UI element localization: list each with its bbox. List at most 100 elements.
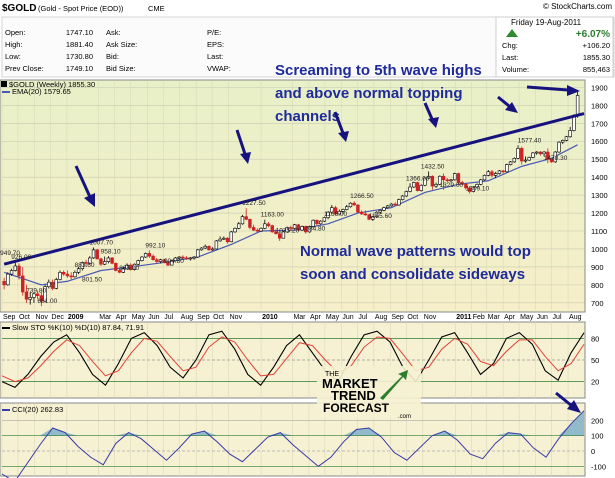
ema-legend: EMA(20) 1579.65 — [12, 87, 71, 96]
candle — [441, 173, 446, 190]
candle-body — [449, 179, 453, 182]
ratio-label: VWAP: — [207, 64, 231, 73]
candle — [497, 169, 502, 175]
candle — [426, 171, 431, 179]
note-line-2: soon and consolidate sideways — [300, 266, 525, 283]
candle — [65, 270, 70, 278]
candle — [17, 263, 21, 280]
header: $GOLD (Gold - Spot Price (EOD)) CME © St… — [0, 0, 615, 79]
candle-body — [356, 204, 360, 213]
candle — [2, 277, 6, 290]
logo-market: MARKET — [322, 376, 378, 391]
candle-body — [311, 219, 315, 227]
x-tick-label: Feb — [473, 314, 485, 321]
cci-tick-label: -100 — [591, 462, 606, 471]
candle-body — [490, 171, 494, 176]
candle — [155, 257, 159, 264]
candle — [255, 228, 260, 233]
candle-body — [292, 224, 297, 229]
candle-body — [553, 151, 557, 163]
candle — [449, 178, 453, 183]
price-tick-label: 1400 — [591, 173, 608, 182]
candle-body — [199, 247, 204, 251]
candle — [196, 248, 200, 258]
candle-body — [415, 182, 420, 191]
candle-body — [497, 170, 502, 174]
quote-date: Friday 19-Aug-2011 — [511, 18, 582, 27]
x-tick-label: Sep — [3, 314, 16, 321]
candle-body — [371, 216, 375, 220]
candle-body — [102, 261, 107, 265]
candle — [248, 218, 252, 230]
up-arrow-icon — [506, 29, 518, 37]
price-label: 1155.60 — [369, 213, 392, 220]
candle-body — [106, 257, 111, 262]
candle — [389, 203, 394, 207]
candle-body — [326, 211, 330, 218]
cci-tick-label: 0 — [591, 447, 595, 456]
candle-body — [233, 228, 237, 233]
candle — [471, 186, 476, 193]
candle-body — [378, 210, 382, 213]
candle — [218, 236, 222, 242]
candle — [278, 231, 282, 241]
candle — [69, 272, 73, 280]
candle-body — [140, 256, 144, 261]
candle — [300, 225, 304, 232]
x-tick-label: Dec — [51, 314, 64, 321]
candle — [237, 222, 241, 230]
candle-body — [359, 211, 364, 215]
candle-body — [28, 297, 32, 300]
candle-body — [542, 151, 546, 155]
candle — [173, 257, 178, 262]
candle-body — [9, 270, 14, 275]
candle — [73, 270, 77, 278]
x-tick-label: Apr — [116, 314, 128, 321]
candle — [516, 145, 520, 160]
candle-body — [214, 240, 219, 250]
candle-body — [568, 130, 572, 138]
price-tick-label: 1000 — [591, 245, 608, 254]
change-value: +106.20 — [583, 41, 610, 50]
candle-body — [54, 279, 58, 289]
candle-body — [564, 136, 569, 141]
price-tick-label: 1600 — [591, 137, 608, 146]
candle-body — [110, 257, 114, 264]
candle — [129, 263, 133, 271]
candle-body — [196, 249, 200, 258]
candle — [371, 215, 375, 221]
change-label: Last: — [502, 53, 518, 62]
candle — [523, 156, 528, 163]
candle — [356, 204, 360, 214]
arrow-head-5 — [505, 102, 518, 113]
candle-body — [76, 268, 81, 273]
candle-body — [132, 263, 137, 270]
quote-label: Prev Close: — [5, 64, 44, 73]
candle — [505, 163, 509, 173]
candle-body — [296, 224, 301, 231]
candle-body — [412, 182, 416, 188]
candle — [412, 181, 416, 188]
candle-body — [557, 141, 561, 153]
quote-field-label: Ask: — [106, 28, 121, 37]
candle — [337, 209, 341, 215]
candle — [382, 206, 386, 212]
candle-body — [538, 151, 543, 155]
quote-label: Low: — [5, 52, 21, 61]
candle-body — [423, 177, 427, 186]
candle — [415, 181, 420, 192]
candle — [285, 226, 289, 233]
candle-body — [516, 148, 520, 159]
candle-body — [39, 295, 44, 302]
candle-body — [50, 281, 55, 289]
candle — [114, 262, 118, 272]
axes: 700 800 900 1000 1100 1200 1300 1400 1500 1600 170… — [3, 83, 608, 321]
candle — [408, 183, 412, 193]
candle-body — [330, 207, 334, 213]
candle-body — [225, 237, 230, 243]
headline-line-2: and above normal topping — [275, 85, 463, 102]
sto-panel-title: Slow STO %K(10) %D(10) 87.84, 71.91 — [12, 323, 144, 332]
candle-body — [73, 271, 77, 278]
candle — [166, 260, 170, 267]
candle-body — [382, 207, 386, 211]
